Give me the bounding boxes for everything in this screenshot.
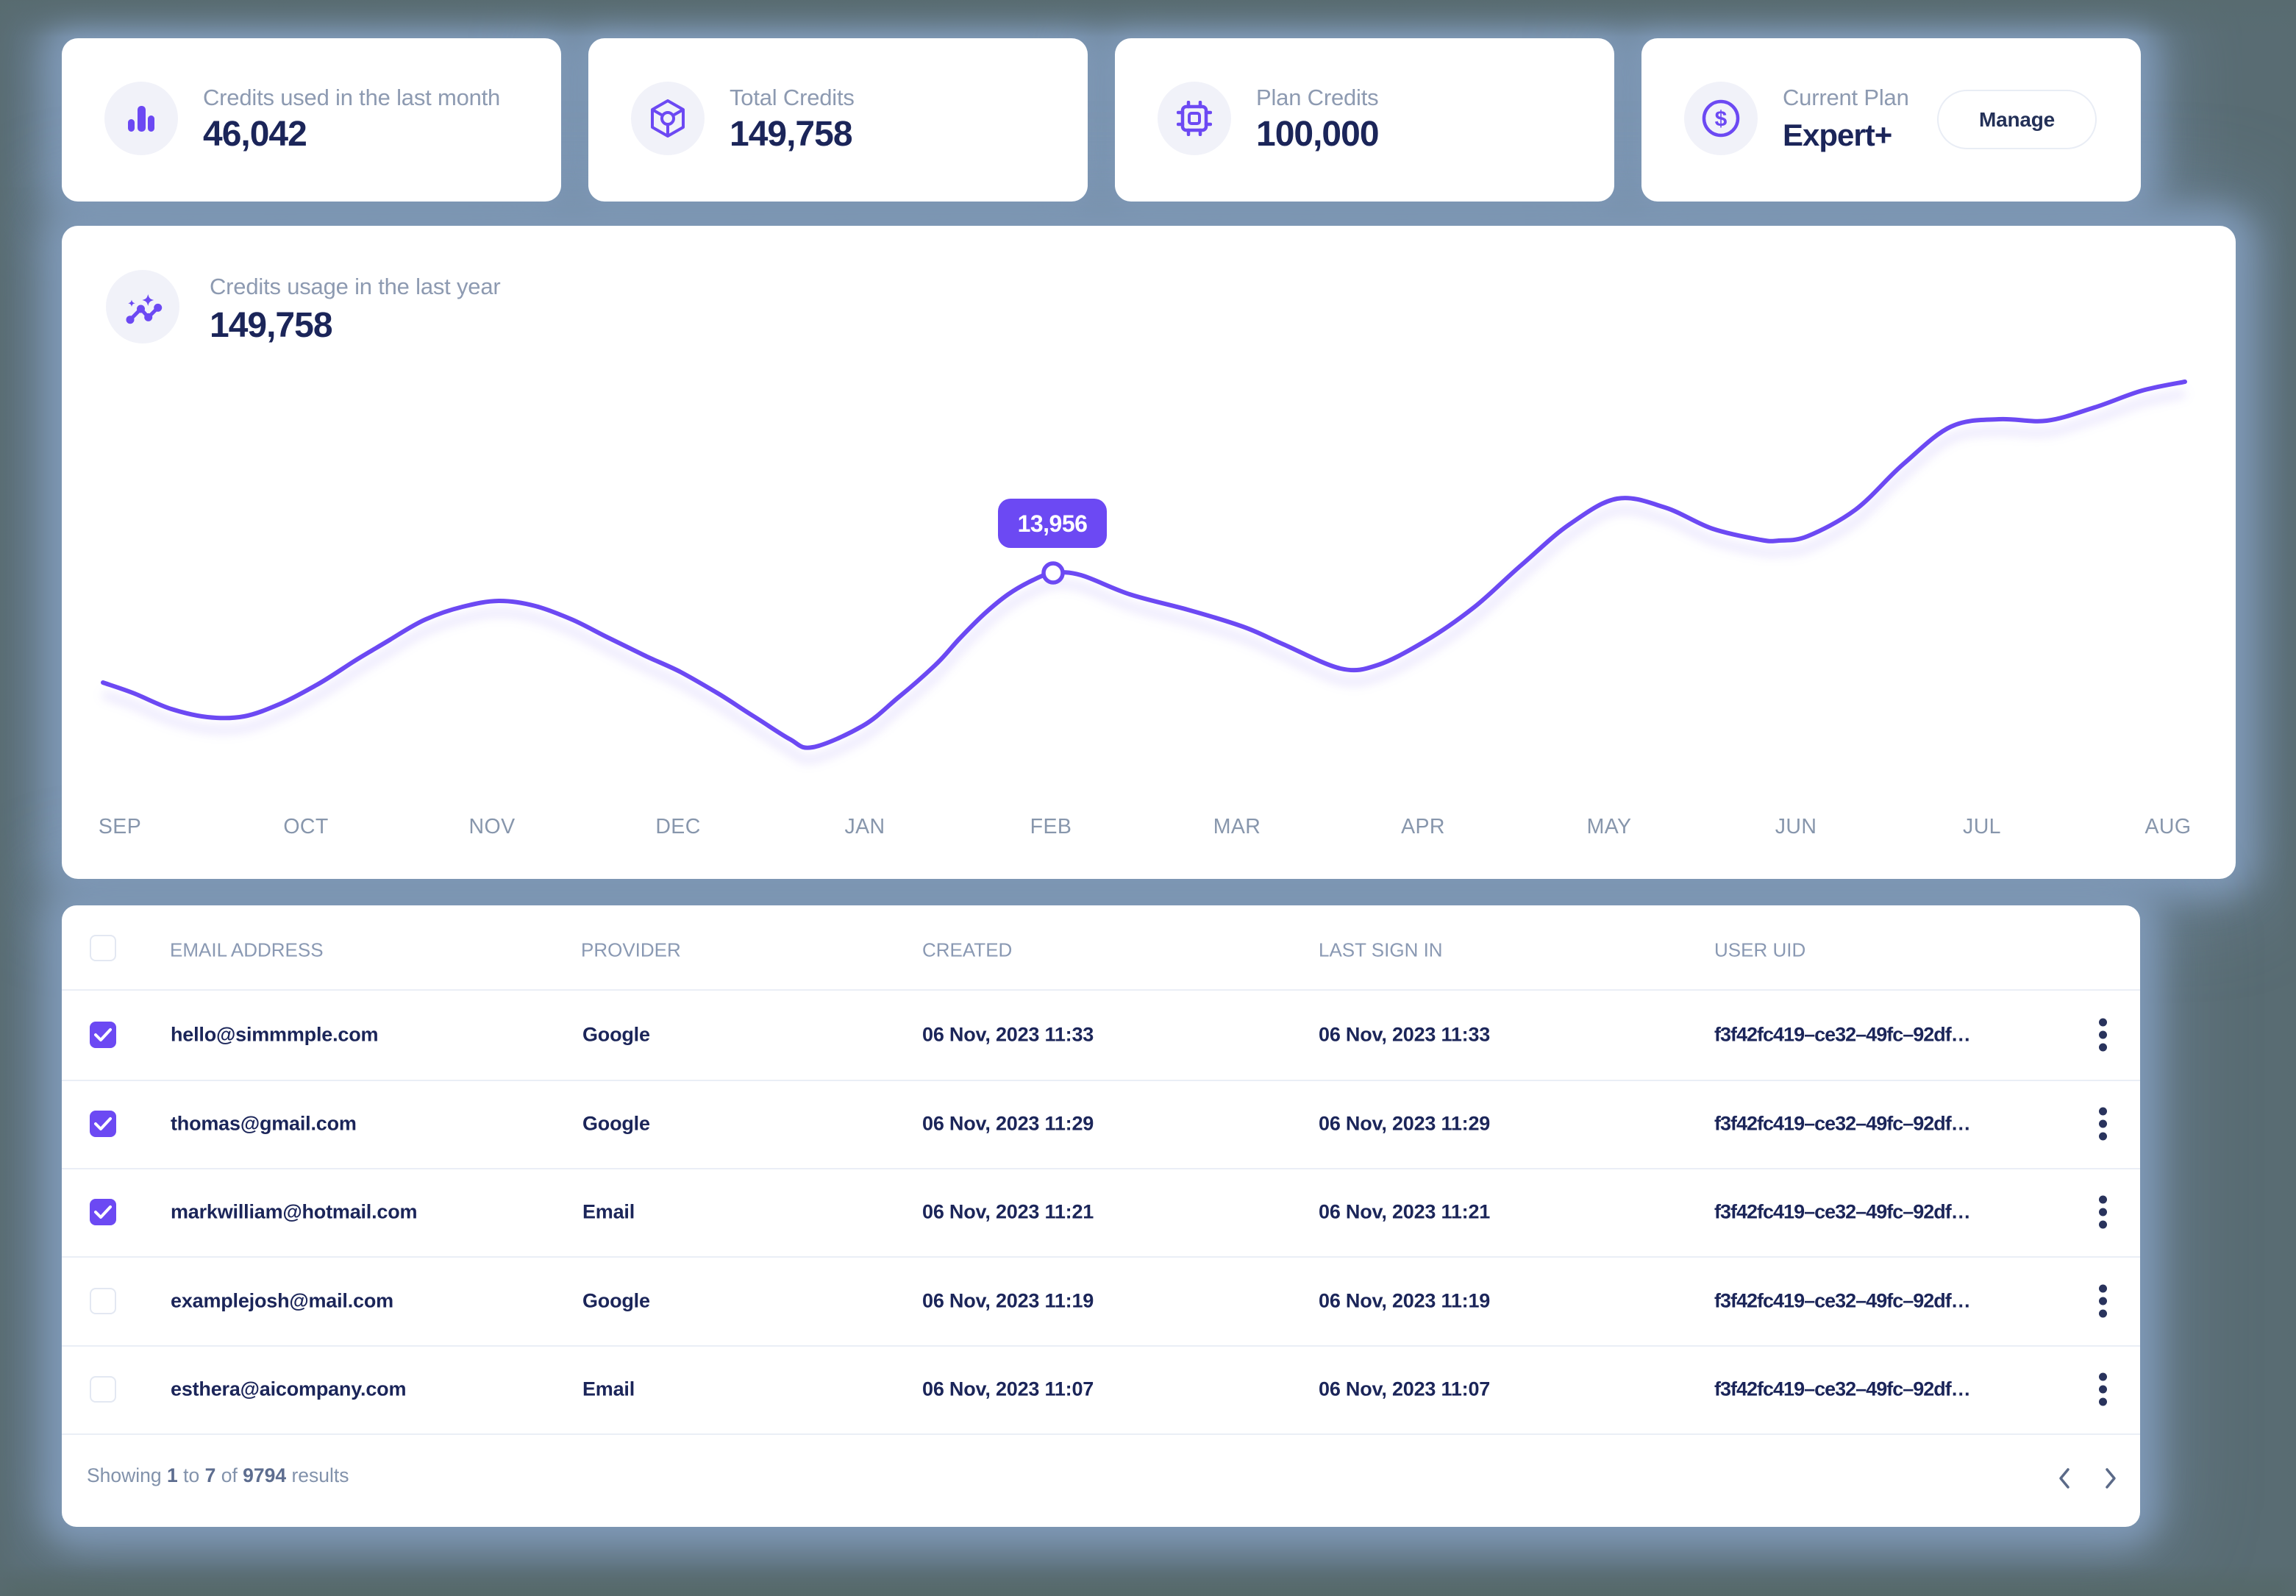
svg-text:13,956: 13,956 — [1018, 510, 1088, 537]
svg-text:$: $ — [1715, 107, 1728, 132]
